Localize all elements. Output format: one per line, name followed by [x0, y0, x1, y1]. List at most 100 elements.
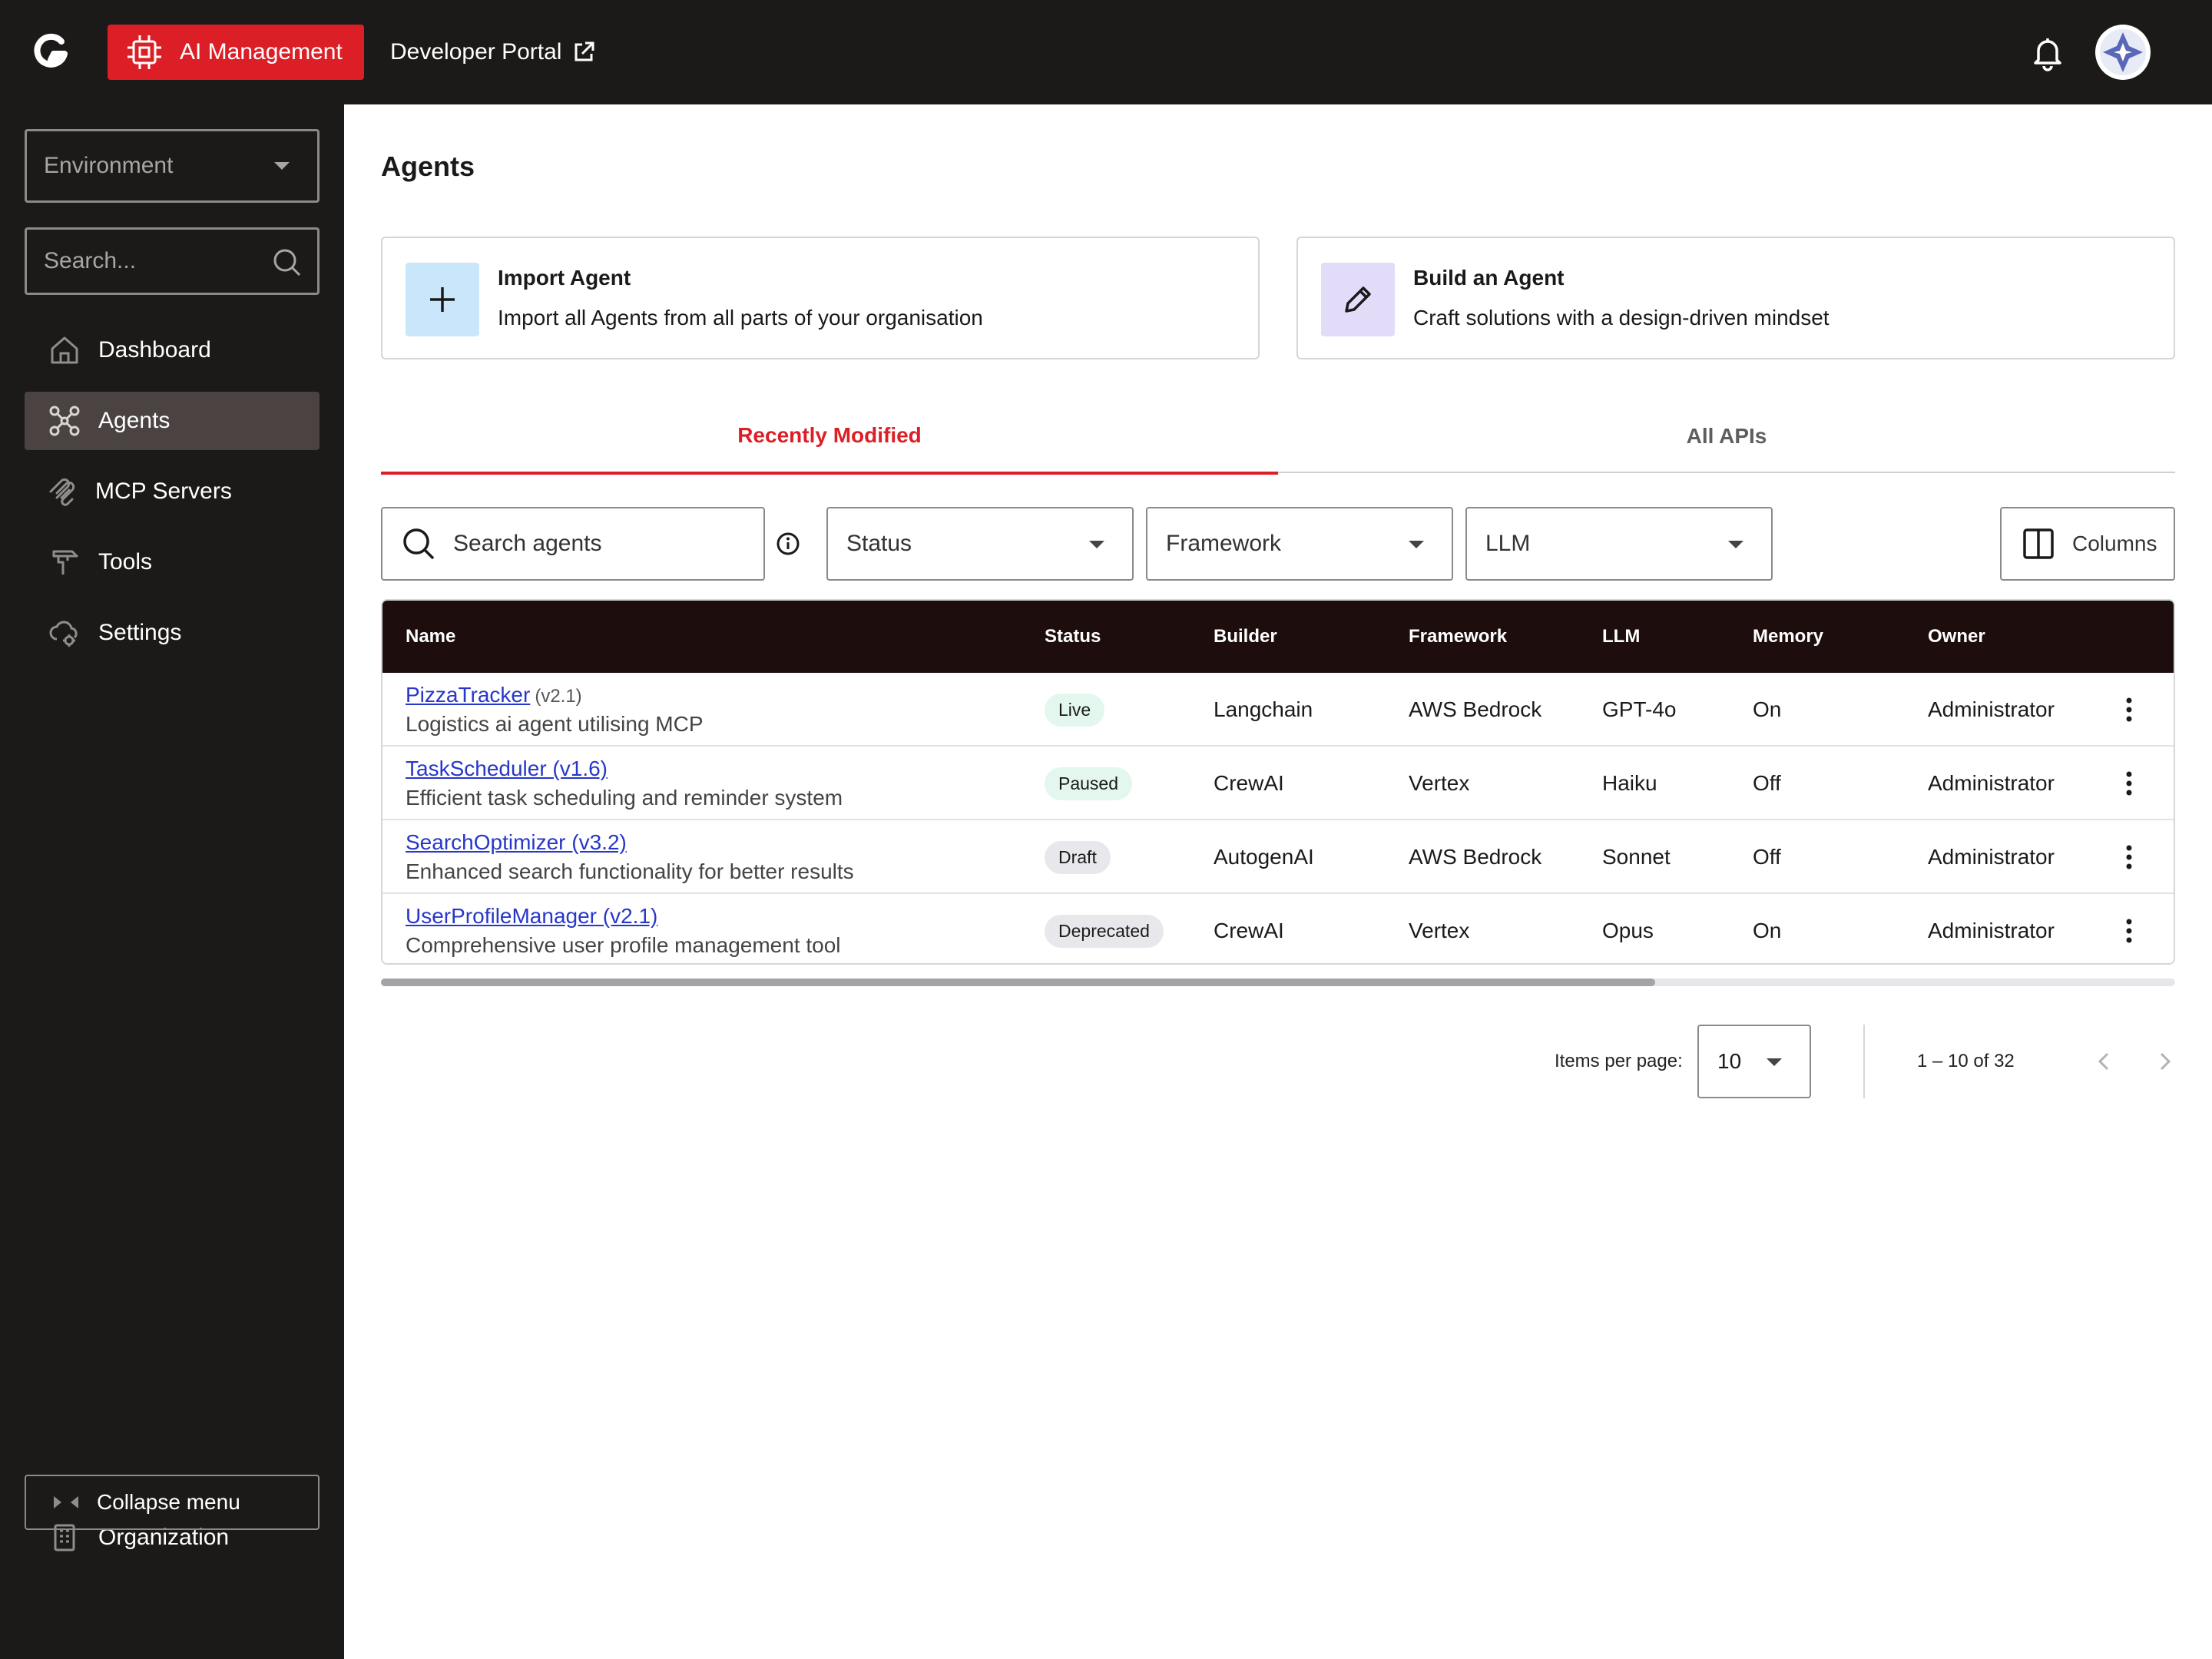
sidebar: Environment Search... Dashboard Agents — [0, 104, 344, 1659]
agent-name-link[interactable]: PizzaTracker — [406, 683, 531, 707]
scrollbar-thumb[interactable] — [381, 979, 1655, 986]
collapse-menu-button[interactable]: Collapse menu — [25, 1475, 320, 1530]
sidebar-item-label: Agents — [98, 408, 171, 433]
agent-name-link[interactable]: SearchOptimizer (v3.2) — [406, 830, 627, 854]
sidebar-item-agents[interactable]: Agents — [25, 392, 320, 450]
avatar-icon — [2100, 29, 2146, 75]
items-per-page-label: Items per page: — [1555, 1051, 1683, 1071]
status-filter[interactable]: Status — [826, 507, 1134, 581]
name-cell: SearchOptimizer (v3.2) Enhanced search f… — [406, 820, 854, 894]
chevron-down-icon — [1767, 1058, 1782, 1066]
more-vertical-icon[interactable] — [2115, 770, 2143, 797]
framework-filter-label: Framework — [1166, 531, 1282, 556]
search-icon — [403, 528, 435, 560]
framework-cell: Vertex — [1409, 919, 1470, 942]
card-title: Import Agent — [498, 266, 631, 290]
import-agent-card[interactable]: Import Agent Import all Agents from all … — [381, 237, 1260, 359]
memory-cell: Off — [1753, 771, 1781, 795]
main-content: Agents Import Agent Import all Agents fr… — [344, 104, 2212, 1659]
status-badge: Draft — [1045, 840, 1111, 874]
chevron-down-icon — [1728, 541, 1743, 548]
chevron-left-icon[interactable] — [2089, 1046, 2120, 1077]
card-description: Import all Agents from all parts of your… — [498, 306, 983, 329]
items-per-page-select[interactable]: 10 — [1697, 1025, 1811, 1098]
column-header-llm[interactable]: LLM — [1602, 626, 1641, 647]
name-cell: PizzaTracker (v2.1) Logistics ai agent ut… — [406, 673, 704, 747]
search-agents-input[interactable]: Search agents — [381, 507, 765, 581]
more-vertical-icon[interactable] — [2115, 696, 2143, 724]
sidebar-item-tools[interactable]: Tools — [25, 533, 320, 591]
status-cell: Live — [1045, 673, 1105, 747]
horizontal-scrollbar[interactable] — [381, 979, 2175, 986]
agent-name-link[interactable]: UserProfileManager (v2.1) — [406, 904, 658, 928]
environment-select[interactable]: Environment — [25, 129, 320, 203]
builder-cell: CrewAI — [1214, 771, 1284, 795]
framework-cell: Vertex — [1409, 771, 1470, 795]
sidebar-item-dashboard[interactable]: Dashboard — [25, 321, 320, 379]
more-vertical-icon[interactable] — [2115, 843, 2143, 871]
builder-cell: CrewAI — [1214, 919, 1284, 942]
agent-description: Enhanced search functionality for better… — [406, 859, 854, 883]
pagination-divider — [1863, 1025, 1865, 1098]
info-icon[interactable] — [776, 531, 800, 556]
llm-filter[interactable]: LLM — [1465, 507, 1773, 581]
chevron-right-icon[interactable] — [2149, 1046, 2180, 1077]
table-row: UserProfileManager (v2.1) Comprehensive … — [382, 894, 2174, 963]
memory-cell: On — [1753, 697, 1782, 721]
status-filter-label: Status — [846, 531, 912, 556]
agent-name-link[interactable]: TaskScheduler (v1.6) — [406, 757, 608, 780]
building-icon — [54, 1524, 75, 1551]
tab-all-apis[interactable]: All APIs — [1686, 424, 1767, 448]
framework-filter[interactable]: Framework — [1146, 507, 1453, 581]
name-cell: UserProfileManager (v2.1) Comprehensive … — [406, 894, 841, 963]
sidebar-search-input[interactable]: Search... — [25, 227, 320, 295]
column-header-framework[interactable]: Framework — [1409, 626, 1508, 647]
agents-table: Name Status Builder Framework LLM Memory… — [381, 599, 2175, 965]
chevron-down-icon — [1409, 541, 1424, 548]
agent-description: Logistics ai agent utilising MCP — [406, 712, 704, 736]
tab-recently-modified[interactable]: Recently Modified — [381, 399, 1278, 475]
sidebar-item-settings[interactable]: Settings — [25, 604, 320, 662]
sidebar-item-label: MCP Servers — [95, 478, 232, 504]
column-header-builder[interactable]: Builder — [1214, 626, 1277, 647]
column-header-status[interactable]: Status — [1045, 626, 1101, 647]
column-header-owner[interactable]: Owner — [1928, 626, 1985, 647]
chevron-down-icon — [1089, 541, 1104, 548]
environment-label: Environment — [44, 153, 174, 178]
build-agent-card[interactable]: Build an Agent Craft solutions with a de… — [1296, 237, 2175, 359]
card-title: Build an Agent — [1413, 266, 1565, 290]
ai-management-button[interactable]: AI Management — [108, 25, 364, 80]
tab-bar: Recently Modified All APIs — [381, 399, 2175, 475]
chip-icon — [127, 35, 161, 69]
agent-name-line: TaskScheduler (v1.6) — [406, 757, 608, 781]
collapse-icon — [54, 1496, 78, 1508]
status-badge: Live — [1045, 693, 1105, 727]
pencil-icon — [1345, 286, 1371, 313]
tool-icon — [52, 550, 78, 575]
sidebar-item-label: Dashboard — [98, 337, 211, 363]
llm-cell: Sonnet — [1602, 845, 1671, 869]
mcp-icon — [49, 478, 75, 506]
status-cell: Draft — [1045, 820, 1111, 894]
sidebar-item-mcp-servers[interactable]: MCP Servers — [25, 462, 320, 521]
columns-button[interactable]: Columns — [2000, 507, 2175, 581]
memory-cell: On — [1753, 919, 1782, 942]
column-header-name[interactable]: Name — [406, 626, 456, 647]
brand-logo-icon[interactable] — [31, 31, 72, 72]
items-per-page-value: 10 — [1717, 1049, 1742, 1073]
owner-cell: Administrator — [1928, 771, 2055, 795]
agent-name-line: PizzaTracker (v2.1) — [406, 683, 582, 707]
column-header-memory[interactable]: Memory — [1753, 626, 1824, 647]
table-row: TaskScheduler (v1.6) Efficient task sche… — [382, 747, 2174, 820]
more-vertical-icon[interactable] — [2115, 917, 2143, 945]
avatar[interactable] — [2095, 25, 2151, 80]
home-icon — [51, 336, 78, 364]
owner-cell: Administrator — [1928, 697, 2055, 721]
bell-icon[interactable] — [2028, 32, 2068, 72]
top-bar: AI Management Developer Portal — [0, 0, 2212, 104]
sidebar-item-label: Tools — [98, 549, 153, 575]
search-icon — [273, 249, 301, 276]
developer-portal-link[interactable]: Developer Portal — [390, 34, 595, 71]
status-badge: Paused — [1045, 767, 1133, 800]
status-cell: Paused — [1045, 747, 1133, 820]
